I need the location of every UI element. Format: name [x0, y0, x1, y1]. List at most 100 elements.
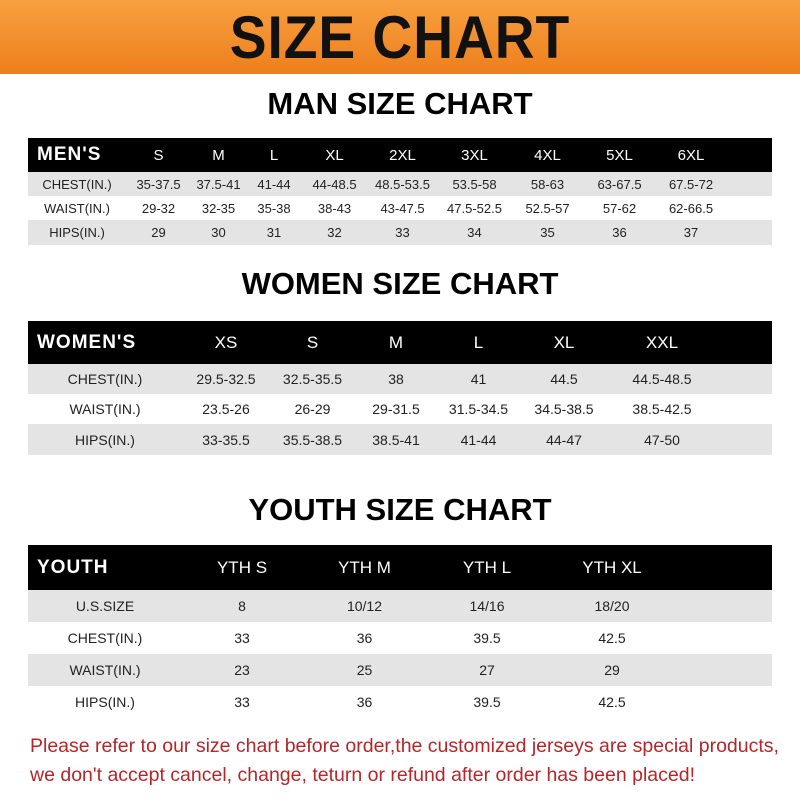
- cell: 32: [327, 225, 342, 240]
- cell: 14/16: [469, 598, 505, 614]
- cell: 33: [234, 630, 250, 646]
- cell: 39.5: [473, 630, 501, 646]
- table-row: WAIST(IN.) 23 25 27 29: [28, 654, 772, 686]
- cell: 18/20: [594, 598, 630, 614]
- cell: 37.5-41: [196, 176, 241, 192]
- men-size-table: MEN'S S M L XL 2XL 3XL 4XL 5XL 6XL CHEST(IN.) 35-37…: [28, 138, 772, 245]
- cell: YTH L: [462, 557, 512, 577]
- cell: 29: [151, 225, 166, 240]
- cell: YTH S: [216, 557, 268, 577]
- cell: 34.5-38.5: [534, 401, 594, 417]
- banner-title: SIZE CHART: [229, 3, 571, 71]
- row-label: HIPS(IN.): [75, 431, 135, 448]
- table-row: CHEST(IN.) 35-37.5 37.5-41 41-44 44-48.5 48.5…: [28, 172, 772, 196]
- cell: 38-43: [317, 200, 352, 216]
- cell: S: [306, 332, 319, 352]
- cell: 41-44: [460, 431, 497, 448]
- cell: 43-47.5: [380, 200, 425, 216]
- notice-line-1: Please refer to our size chart before or…: [30, 735, 779, 757]
- notice-line-2: we don't accept cancel, change, teturn o…: [30, 764, 695, 786]
- row-label: YOUTH: [37, 556, 109, 578]
- cell: 47-50: [644, 431, 680, 448]
- cell: XL: [325, 146, 344, 164]
- women-size-table: WOMEN'S XS S M L XL XXL CHEST(IN.) 29.5-32.5 32.5…: [28, 321, 772, 455]
- youth-size-table: YOUTH YTH S YTH M YTH L YTH XL U.S.SIZE 8 10/12…: [28, 545, 772, 718]
- cell: 33: [395, 225, 410, 240]
- row-label: WOMEN'S: [37, 331, 137, 353]
- youth-title: YOUTH SIZE CHART: [248, 492, 552, 527]
- cell: 4XL: [534, 146, 561, 164]
- cell: 33: [234, 694, 250, 710]
- row-label: WAIST(IN.): [44, 200, 110, 216]
- cell: M: [388, 332, 404, 352]
- cell: 39.5: [473, 694, 501, 710]
- cell: XXL: [645, 332, 679, 352]
- cell: 25: [356, 662, 373, 678]
- cell: 29-31.5: [372, 401, 420, 417]
- row-label: HIPS(IN.): [49, 225, 105, 240]
- row-label: MEN'S: [37, 144, 102, 165]
- cell: 30: [211, 225, 226, 240]
- cell: 67.5-72: [668, 176, 714, 192]
- cell: 6XL: [677, 146, 705, 164]
- cell: 31.5-34.5: [448, 401, 509, 417]
- cell: 35: [540, 225, 555, 240]
- row-label: CHEST(IN.): [67, 371, 143, 387]
- cell: 2XL: [389, 146, 416, 164]
- cell: 32-35: [201, 200, 236, 216]
- cell: 29: [604, 662, 620, 678]
- cell: YTH M: [338, 557, 391, 577]
- women-title: WOMEN SIZE CHART: [241, 266, 559, 301]
- table-row: WAIST(IN.) 23.5-26 26-29 29-31.5 31.5-34.5 34…: [28, 394, 772, 424]
- cell: 41: [470, 371, 487, 387]
- cell: 27: [479, 662, 495, 678]
- cell: 3XL: [461, 146, 488, 164]
- cell: XS: [214, 332, 238, 352]
- cell: 36: [356, 694, 373, 710]
- cell: 38.5-41: [372, 431, 420, 448]
- row-label: CHEST(IN.): [67, 630, 143, 646]
- cell: 44.5: [550, 371, 578, 387]
- cell: 33-35.5: [202, 431, 250, 448]
- cell: L: [269, 146, 279, 164]
- cell: 5XL: [606, 146, 633, 164]
- table-row: HIPS(IN.) 33 36 39.5 42.5: [28, 686, 772, 718]
- table-row: HIPS(IN.) 33-35.5 35.5-38.5 38.5-41 41-44 44-…: [28, 424, 772, 455]
- table-row: WAIST(IN.) 29-32 32-35 35-38 38-43 43-47.5 47.…: [28, 196, 772, 220]
- cell: 26-29: [294, 401, 331, 417]
- cell: 63-67.5: [597, 176, 642, 192]
- cell: 42.5: [598, 630, 626, 646]
- cell: XL: [553, 332, 575, 352]
- cell: 23: [234, 662, 250, 678]
- cell: 23.5-26: [202, 401, 250, 417]
- cell: 58-63: [530, 176, 565, 192]
- cell: S: [153, 146, 164, 164]
- size-chart-banner: SIZE CHART: [0, 0, 800, 74]
- cell: 53.5-58: [452, 176, 497, 192]
- cell: 32.5-35.5: [282, 371, 343, 387]
- cell: 48.5-53.5: [375, 176, 430, 192]
- row-label: WAIST(IN.): [69, 662, 141, 678]
- cell: 36: [612, 225, 627, 240]
- cell: 38.5-42.5: [632, 401, 692, 417]
- cell: 47.5-52.5: [447, 200, 502, 216]
- cell: 8: [238, 598, 246, 614]
- cell: 62-66.5: [668, 200, 714, 216]
- cell: 42.5: [598, 694, 626, 710]
- cell: 44-48.5: [312, 176, 357, 192]
- men-title: MAN SIZE CHART: [267, 86, 533, 121]
- cell: 35-38: [257, 200, 291, 216]
- row-label: CHEST(IN.): [42, 176, 112, 192]
- cell: 31: [266, 225, 282, 240]
- cell: 35.5-38.5: [282, 431, 343, 448]
- cell: 10/12: [346, 598, 383, 614]
- table-row: U.S.SIZE 8 10/12 14/16 18/20: [28, 590, 772, 622]
- cell: 29.5-32.5: [196, 371, 256, 387]
- cell: M: [212, 146, 225, 164]
- table-row: HIPS(IN.) 29 30 31 32 33 34 35 36 37: [28, 220, 772, 245]
- table-header: YOUTH YTH S YTH M YTH L YTH XL: [28, 545, 772, 590]
- table-row: CHEST(IN.) 29.5-32.5 32.5-35.5 38 41 44.5 44.5…: [28, 364, 772, 394]
- table-header: WOMEN'S XS S M L XL XXL: [28, 321, 772, 364]
- cell: 38: [388, 371, 404, 387]
- row-label: WAIST(IN.): [69, 401, 141, 417]
